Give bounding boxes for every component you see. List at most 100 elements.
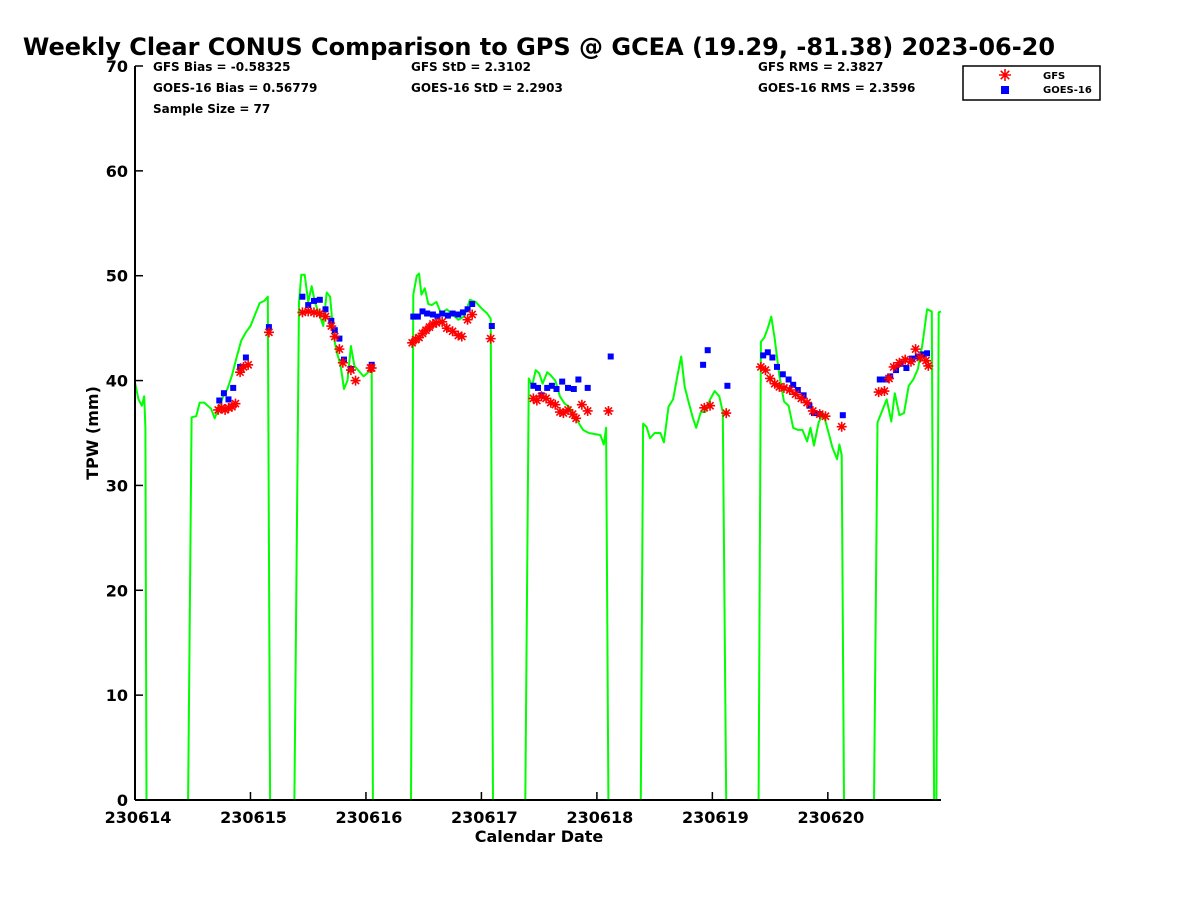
gfs-point: [563, 404, 574, 415]
goes16-point: [410, 313, 417, 320]
goes16-point: [876, 376, 883, 383]
goes16-point: [305, 302, 312, 309]
goes16-point: [341, 356, 347, 363]
gfs-point: [431, 317, 442, 328]
goes16-point: [882, 376, 889, 383]
gfs-point: [213, 404, 224, 415]
gfs-point: [721, 408, 732, 419]
gfs-point: [760, 365, 771, 376]
x-axis-label: Calendar Date: [475, 827, 604, 846]
goes16-point: [455, 311, 462, 318]
goes16-point: [444, 312, 451, 319]
legend-goes-label: GOES-16: [1043, 85, 1092, 96]
gfs-point: [365, 362, 376, 373]
gps-line-segment: [935, 310, 942, 801]
gps-line-segment: [293, 273, 374, 801]
gfs-point: [571, 413, 582, 424]
gfs-point: [894, 357, 905, 368]
goes16-point: [575, 376, 582, 383]
goes16-point: [544, 384, 551, 391]
y-axis-label: TPW (mm): [83, 386, 102, 480]
gfs-point: [447, 326, 458, 337]
gfs-point: [485, 333, 496, 344]
goes16-point: [769, 354, 776, 361]
gfs-point: [467, 309, 478, 320]
gfs-point: [528, 393, 539, 404]
goes16-point: [724, 382, 731, 389]
gfs-point: [238, 361, 249, 372]
goes16-point: [322, 306, 329, 313]
y-tick-label: 60: [106, 162, 128, 181]
gfs-point: [769, 378, 780, 389]
goes16-point: [429, 311, 436, 318]
gfs-point: [920, 355, 931, 366]
goes16-point: [565, 384, 571, 391]
goes16-point: [704, 347, 711, 354]
gfs-point: [263, 327, 274, 338]
gfs-point: [541, 393, 552, 404]
gfs-point: [554, 407, 565, 418]
goes16-point: [909, 355, 916, 362]
gfs-point: [531, 395, 542, 406]
goes16-point: [459, 309, 466, 316]
x-tick-label: 230617: [451, 808, 518, 827]
goes16-point: [265, 324, 272, 331]
gfs-point: [778, 382, 789, 393]
gfs-point: [337, 357, 348, 368]
goes16-point: [548, 382, 555, 389]
gps-line-segment: [187, 295, 272, 801]
goes16-point: [774, 363, 780, 370]
goes16-point: [216, 397, 223, 404]
goes16-point: [839, 412, 846, 419]
goes16-point: [449, 310, 456, 317]
gfs-point: [820, 411, 831, 422]
goes16-point: [779, 371, 786, 378]
x-tick-label: 230619: [682, 808, 749, 827]
y-tick-label: 30: [106, 476, 128, 495]
plot-area: [134, 272, 942, 801]
legend-box: [962, 65, 1101, 101]
goes16-point: [299, 293, 306, 300]
gfs-point: [879, 386, 890, 397]
x-tick-label: 230614: [105, 808, 172, 827]
gfs-point: [410, 334, 421, 345]
gfs-point: [582, 405, 593, 416]
gfs-point: [223, 402, 234, 413]
stat-goes-rms: GOES-16 RMS = 2.3596: [758, 81, 915, 95]
goes16-point: [220, 390, 227, 397]
gfs-point: [545, 397, 556, 408]
gfs-point: [558, 408, 569, 419]
goes16-point: [530, 382, 537, 389]
goes16-point: [419, 308, 426, 315]
goes16-point: [331, 327, 338, 334]
gfs-point: [814, 409, 825, 420]
legend-goes-square: [1001, 86, 1009, 94]
goes16-point: [424, 310, 431, 317]
goes16-point: [790, 381, 797, 388]
gfs-point: [900, 354, 911, 365]
gfs-point: [329, 331, 340, 342]
gfs-point: [550, 399, 561, 410]
gfs-point: [456, 331, 467, 342]
gfs-point: [888, 361, 899, 372]
gfs-point: [437, 316, 448, 327]
gfs-point: [441, 323, 452, 334]
goes16-point: [607, 353, 614, 360]
gfs-point: [462, 314, 473, 325]
gfs-point: [910, 344, 921, 355]
gps-line-segment: [873, 308, 936, 801]
gfs-point: [216, 402, 227, 413]
gfs-point: [576, 399, 587, 410]
goes16-point: [794, 387, 801, 393]
stat-goes-std: GOES-16 StD = 2.2903: [411, 81, 563, 95]
goes16-point: [785, 376, 792, 383]
gfs-point: [243, 359, 254, 370]
legend-goes-marker: [1001, 86, 1009, 94]
gfs-point: [699, 402, 710, 413]
goes16-point: [328, 317, 335, 324]
gfs-point: [790, 389, 801, 400]
gfs-point: [334, 344, 345, 355]
gfs-point: [427, 318, 438, 329]
gps-line-segment: [524, 369, 610, 801]
